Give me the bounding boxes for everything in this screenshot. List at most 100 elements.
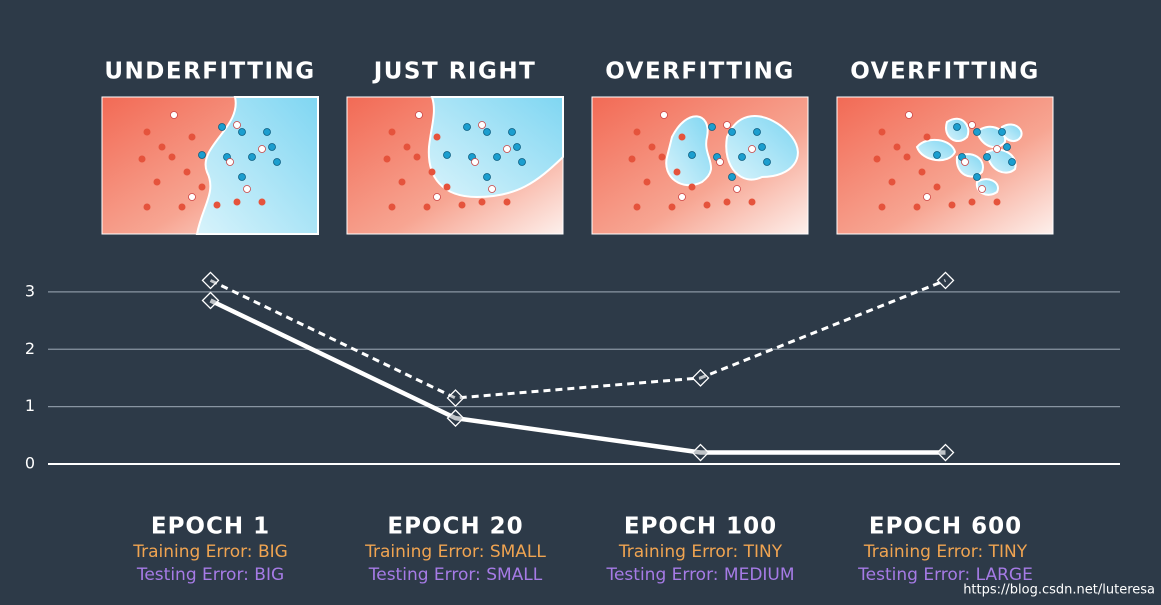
blue-dot [483,173,491,181]
red-dot [878,128,886,136]
red-dot [213,201,221,209]
panel-image [836,96,1054,235]
red-dot [913,203,921,211]
white-dot [905,111,913,119]
testing-error: Testing Error: BIG [136,565,284,585]
blue-dot [728,173,736,181]
blue-dot [263,128,271,136]
white-dot [923,193,931,201]
training-error: Training Error: TINY [863,542,1028,562]
blue-dot [973,173,981,181]
panel-title: OVERFITTING [850,59,1040,85]
blue-dot [218,123,226,131]
testing-error: Testing Error: MEDIUM [605,565,794,585]
red-dot [918,168,926,176]
red-dot [923,133,931,141]
red-dot [403,143,411,151]
testing-error: Testing Error: SMALL [368,565,543,585]
blue-dot [483,128,491,136]
point-marker [446,389,465,407]
blue-dot [273,158,281,166]
white-dot [233,121,241,129]
red-dot [933,183,941,191]
white-dot [678,193,686,201]
blue-region [665,115,713,187]
red-dot [633,128,641,136]
white-dot [188,193,196,201]
testing-error: Testing Error: LARGE [857,565,1033,585]
white-dot [968,121,976,129]
white-dot [723,121,731,129]
epoch-label: EPOCH 100 [624,514,777,540]
blue-dot [268,143,276,151]
white-dot [258,145,266,153]
red-dot [668,203,676,211]
blue-dot [738,153,746,161]
point-marker [446,409,465,428]
white-dot [226,158,234,166]
red-dot [893,143,901,151]
red-dot [878,203,886,211]
point-marker [691,369,710,387]
blue-dot [198,151,206,159]
blue-dot [933,151,941,159]
panel-image [591,96,809,235]
white-dot [471,158,479,166]
blue-dot [753,128,761,136]
red-dot [388,203,396,211]
series-line [209,298,946,455]
red-dot [423,203,431,211]
white-dot [993,145,1001,153]
blue-dot [998,128,1006,136]
red-dot [458,201,466,209]
point-marker [201,271,220,290]
red-dot [723,198,731,206]
red-dot [703,201,711,209]
white-dot [503,145,511,153]
panel-image [346,96,564,235]
red-dot [748,198,756,206]
training-error: Training Error: BIG [132,542,288,562]
panel-image [101,96,319,235]
red-dot [383,155,391,163]
blue-dot [493,153,501,161]
red-dot [658,153,666,161]
blue-region [195,96,319,235]
point-marker [201,291,220,310]
white-dot [660,111,668,119]
point-marker [936,271,955,290]
red-dot [688,183,696,191]
blue-dot [728,128,736,136]
white-dot [733,185,741,193]
red-dot [968,198,976,206]
y-tick-label: 0 [25,454,35,473]
red-dot [398,178,406,186]
blue-dot [463,123,471,131]
red-dot [888,178,896,186]
red-dot [428,168,436,176]
red-dot [948,201,956,209]
blue-region [975,125,1007,149]
blue-dot [688,151,696,159]
red-dot [648,143,656,151]
red-dot [168,153,176,161]
panel-title: JUST RIGHT [372,59,537,85]
red-dot [143,128,151,136]
red-dot [628,155,636,163]
red-dot [643,178,651,186]
blue-dot [708,123,716,131]
blue-dot [238,173,246,181]
blue-dot [953,123,961,131]
red-dot [413,153,421,161]
red-dot [233,198,241,206]
red-dot [388,128,396,136]
red-dot [178,203,186,211]
y-tick-label: 1 [25,396,35,415]
red-dot [183,168,191,176]
blue-dot [238,128,246,136]
blue-dot [763,158,771,166]
red-dot [433,133,441,141]
blue-region [427,96,564,199]
red-dot [138,155,146,163]
